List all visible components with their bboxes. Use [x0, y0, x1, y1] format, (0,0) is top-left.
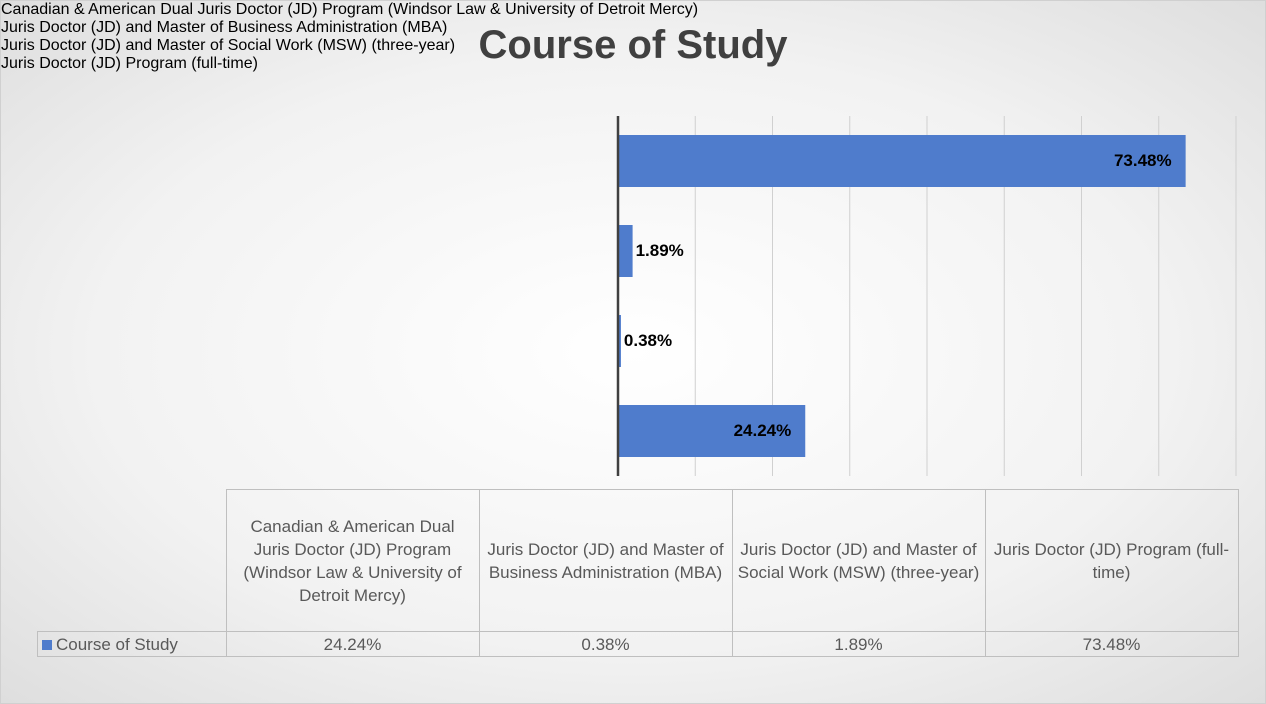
y-tick-label-box: Juris Doctor (JD) and Master of Business…	[1, 19, 1265, 37]
y-tick-label-box: Canadian & American Dual Juris Doctor (J…	[1, 1, 1265, 19]
bar	[618, 225, 633, 277]
bar	[618, 315, 621, 367]
y-tick-label: Canadian & American Dual Juris Doctor (J…	[1, 1, 699, 18]
legend-label: Course of Study	[56, 634, 178, 654]
data-label: 1.89%	[635, 241, 684, 260]
table-corner	[38, 490, 227, 632]
legend-key	[42, 639, 52, 650]
data-label: 73.48%	[1113, 151, 1172, 170]
table-header-row: Canadian & American Dual Juris Doctor (J…	[38, 489, 1239, 632]
table-value: 24.24%	[225, 631, 480, 657]
table-value: 73.48%	[984, 631, 1239, 657]
y-tick-label-box: Juris Doctor (JD) and Master of Social W…	[1, 37, 1265, 55]
bar	[618, 405, 806, 457]
bar	[618, 135, 1186, 187]
table-value: 1.89%	[731, 631, 986, 657]
data-label: 0.38%	[623, 331, 673, 350]
y-tick-label: Juris Doctor (JD) and Master of Social W…	[1, 37, 456, 54]
table-header: Canadian & American Dual Juris Doctor (J…	[225, 489, 480, 632]
y-tick-label: Juris Doctor (JD) and Master of Business…	[1, 19, 448, 36]
table-value: 0.38%	[478, 631, 733, 657]
table-header: Juris Doctor (JD) and Master of Social W…	[731, 489, 986, 632]
data-label: 24.24%	[733, 421, 792, 440]
table-header: Juris Doctor (JD) Program (full-time)	[984, 489, 1239, 632]
table-header: Juris Doctor (JD) and Master of Business…	[478, 489, 733, 632]
data-table: Canadian & American Dual Juris Doctor (J…	[37, 489, 1239, 657]
table-value-row: Course of Study 24.24% 0.38% 1.89% 73.48%	[37, 631, 1239, 657]
legend-cell: Course of Study	[37, 631, 227, 657]
y-tick-label-box: Juris Doctor (JD) Program (full-time)	[1, 55, 1265, 73]
chart-title: Course of Study	[478, 23, 788, 67]
y-tick-label: Juris Doctor (JD) Program (full-time)	[1, 55, 258, 72]
